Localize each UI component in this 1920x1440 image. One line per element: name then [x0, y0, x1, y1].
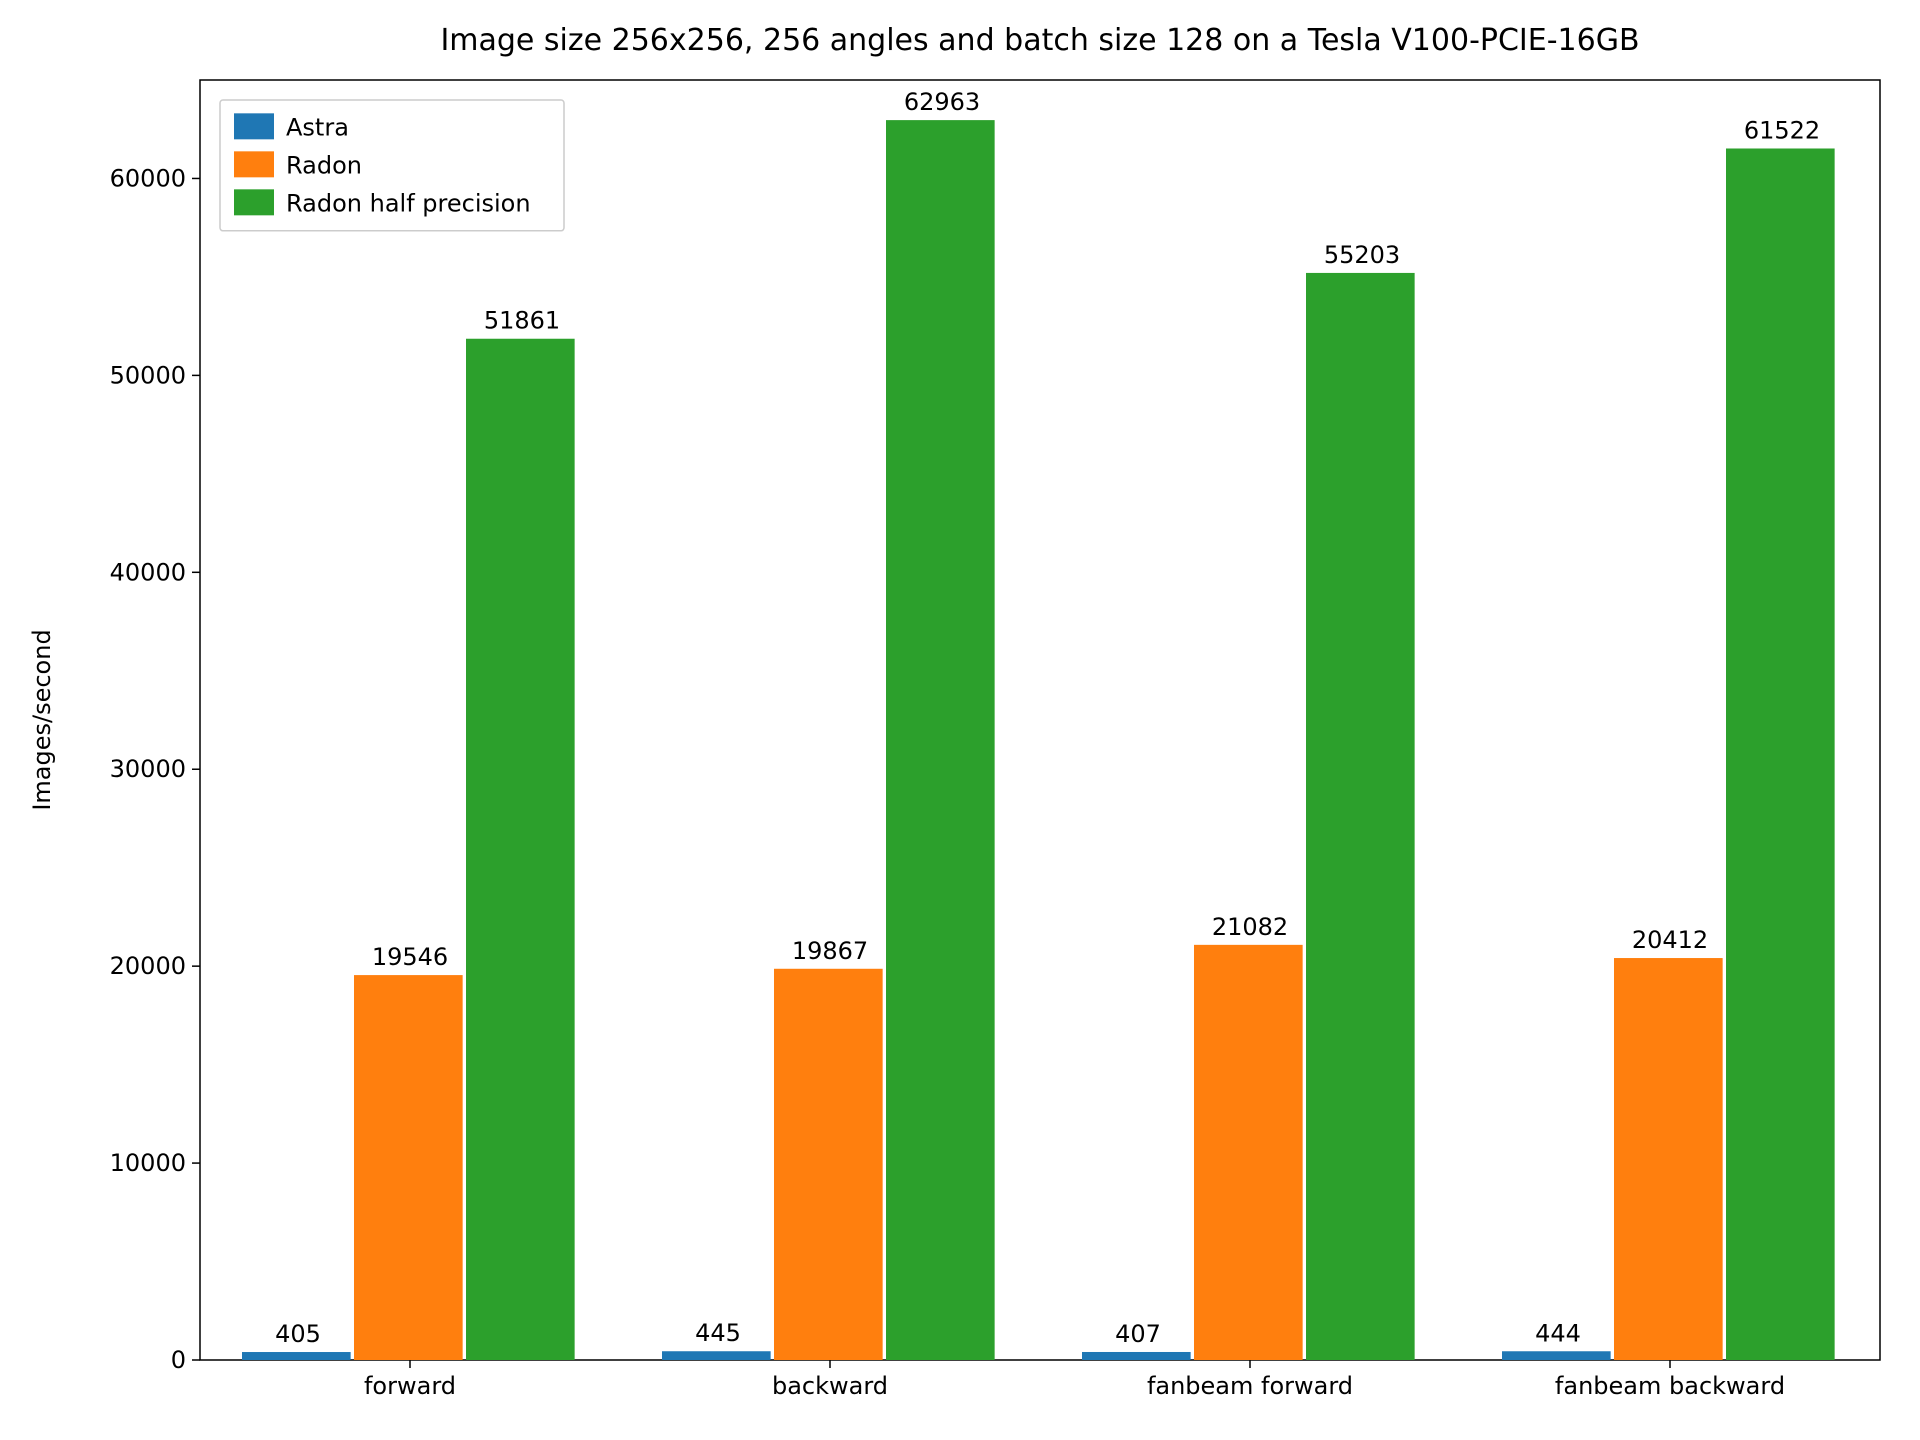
y-tick-label: 60000	[110, 164, 186, 192]
chart-title: Image size 256x256, 256 angles and batch…	[440, 23, 1639, 58]
x-tick-label: forward	[364, 1372, 456, 1400]
bar	[1082, 1352, 1191, 1360]
bar	[1726, 148, 1835, 1360]
bar-value-label: 51861	[484, 307, 560, 335]
bar	[662, 1351, 771, 1360]
bar	[1194, 945, 1303, 1360]
legend-label: Radon	[286, 151, 362, 179]
bar	[774, 969, 883, 1360]
y-tick-label: 10000	[110, 1149, 186, 1177]
y-tick-label: 40000	[110, 558, 186, 586]
bar	[1502, 1351, 1611, 1360]
bar-value-label: 444	[1535, 1319, 1581, 1347]
legend-label: Astra	[286, 113, 349, 141]
x-tick-label: backward	[772, 1372, 888, 1400]
bar-value-label: 405	[275, 1320, 321, 1348]
bar-value-label: 19546	[372, 943, 448, 971]
legend-label: Radon half precision	[286, 189, 531, 217]
bar-value-label: 62963	[904, 88, 980, 116]
x-tick-label: fanbeam forward	[1147, 1372, 1353, 1400]
bar	[354, 975, 463, 1360]
bar-chart: 0 10000 20000 30000 40000 50000 60000 Images/se…	[0, 0, 1920, 1440]
legend-swatch	[234, 151, 274, 177]
bar-value-label: 55203	[1324, 241, 1400, 269]
bar	[466, 339, 575, 1360]
legend-swatch	[234, 113, 274, 139]
bar	[1306, 273, 1415, 1360]
bar	[886, 120, 995, 1360]
legend-swatch	[234, 189, 274, 215]
bar-value-label: 61522	[1744, 116, 1820, 144]
bar-value-label: 20412	[1632, 926, 1708, 954]
y-axis-label: Images/second	[28, 629, 56, 810]
chart-container: 0 10000 20000 30000 40000 50000 60000 Images/se…	[0, 0, 1920, 1440]
bar-value-label: 19867	[792, 937, 868, 965]
bar-value-label: 21082	[1212, 913, 1288, 941]
x-tick-label: fanbeam backward	[1555, 1372, 1785, 1400]
y-tick-label: 50000	[110, 361, 186, 389]
bar	[242, 1352, 351, 1360]
bar	[1614, 958, 1723, 1360]
y-tick-label: 30000	[110, 755, 186, 783]
bar-value-label: 445	[695, 1319, 741, 1347]
y-tick-label: 0	[171, 1346, 186, 1374]
bar-value-label: 407	[1115, 1320, 1161, 1348]
y-tick-label: 20000	[110, 952, 186, 980]
